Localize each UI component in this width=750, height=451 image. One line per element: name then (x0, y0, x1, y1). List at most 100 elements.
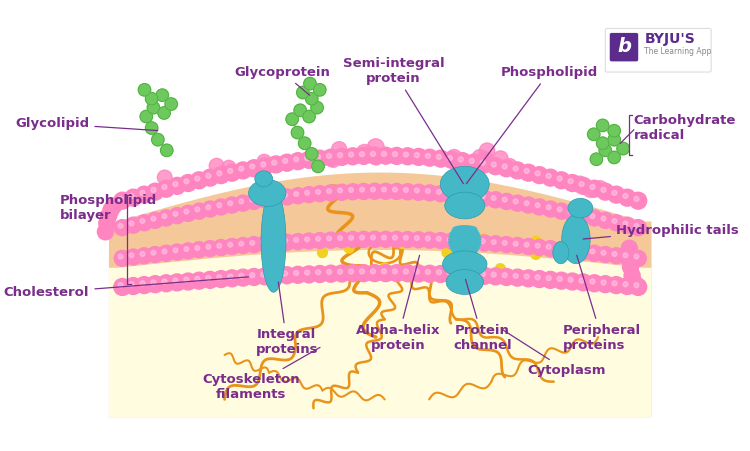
Circle shape (586, 180, 603, 197)
Circle shape (217, 171, 222, 176)
Circle shape (322, 232, 339, 248)
Circle shape (568, 277, 573, 282)
Circle shape (114, 220, 130, 235)
Circle shape (513, 199, 518, 204)
Circle shape (283, 158, 288, 163)
Circle shape (443, 152, 460, 168)
Circle shape (165, 98, 178, 110)
Circle shape (411, 232, 427, 248)
Circle shape (513, 166, 518, 171)
Circle shape (304, 190, 310, 195)
Circle shape (626, 275, 642, 290)
Text: Semi-integral
protein: Semi-integral protein (343, 57, 464, 184)
Circle shape (470, 271, 474, 276)
Circle shape (136, 276, 153, 294)
Circle shape (268, 267, 284, 284)
Circle shape (291, 126, 304, 139)
Polygon shape (109, 173, 652, 417)
Circle shape (261, 239, 266, 244)
Circle shape (147, 276, 164, 293)
Circle shape (478, 235, 488, 244)
Circle shape (415, 235, 419, 240)
Circle shape (458, 271, 464, 276)
Circle shape (366, 265, 383, 281)
Circle shape (454, 153, 471, 170)
Circle shape (392, 235, 398, 240)
Circle shape (425, 236, 430, 241)
Circle shape (388, 184, 405, 199)
Circle shape (301, 152, 317, 168)
Ellipse shape (568, 198, 592, 218)
Circle shape (344, 243, 354, 253)
Circle shape (520, 270, 537, 287)
Circle shape (257, 192, 273, 208)
Circle shape (524, 274, 530, 279)
Circle shape (310, 154, 323, 168)
Circle shape (261, 196, 266, 200)
Circle shape (454, 267, 471, 283)
Circle shape (608, 133, 620, 146)
Circle shape (422, 185, 438, 201)
Circle shape (290, 267, 306, 283)
Circle shape (246, 193, 262, 209)
Circle shape (399, 265, 416, 282)
Circle shape (334, 184, 350, 200)
Circle shape (476, 235, 493, 251)
Circle shape (158, 170, 172, 185)
Circle shape (586, 275, 603, 292)
Circle shape (579, 212, 584, 216)
Circle shape (268, 156, 284, 173)
Ellipse shape (261, 190, 286, 292)
Text: BYJU'S: BYJU'S (644, 32, 695, 46)
Circle shape (470, 193, 474, 198)
Circle shape (202, 272, 218, 288)
Circle shape (542, 201, 559, 217)
Circle shape (290, 153, 306, 170)
Circle shape (366, 147, 383, 164)
Circle shape (575, 244, 591, 260)
Circle shape (532, 199, 548, 215)
Circle shape (172, 278, 178, 283)
Circle shape (118, 223, 123, 228)
Circle shape (590, 214, 595, 219)
Circle shape (579, 278, 584, 283)
Ellipse shape (450, 245, 479, 252)
Circle shape (513, 273, 518, 278)
Text: Hydrophilic tails: Hydrophilic tails (584, 224, 739, 239)
Circle shape (592, 181, 608, 196)
Circle shape (425, 153, 430, 158)
Circle shape (458, 157, 464, 162)
Circle shape (202, 201, 218, 217)
Circle shape (488, 192, 503, 208)
Circle shape (293, 271, 298, 276)
Circle shape (136, 186, 153, 203)
Circle shape (487, 158, 504, 175)
Circle shape (190, 272, 208, 289)
Circle shape (238, 199, 244, 204)
Circle shape (498, 160, 515, 177)
Circle shape (480, 272, 485, 276)
Circle shape (623, 282, 628, 287)
Circle shape (129, 193, 134, 198)
Circle shape (359, 152, 364, 156)
Circle shape (432, 150, 449, 167)
Circle shape (368, 139, 384, 156)
Circle shape (480, 194, 485, 199)
Circle shape (235, 195, 251, 211)
Circle shape (356, 231, 372, 248)
Circle shape (612, 219, 617, 223)
Circle shape (294, 104, 307, 116)
Circle shape (621, 240, 638, 256)
Circle shape (546, 276, 551, 281)
Circle shape (443, 233, 460, 249)
Circle shape (206, 276, 211, 281)
Circle shape (443, 266, 460, 283)
Circle shape (616, 143, 629, 155)
Circle shape (147, 183, 164, 200)
Circle shape (151, 216, 156, 221)
Circle shape (268, 190, 284, 206)
Circle shape (532, 239, 548, 256)
Circle shape (491, 239, 496, 244)
Ellipse shape (451, 227, 478, 235)
Circle shape (147, 247, 164, 262)
